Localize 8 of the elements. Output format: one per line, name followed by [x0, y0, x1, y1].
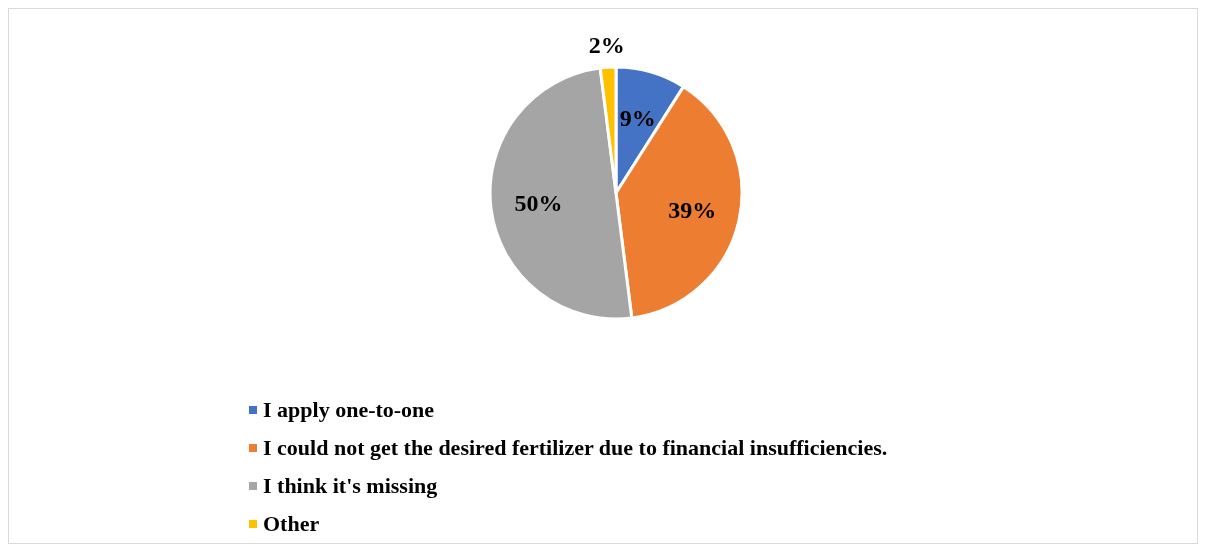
legend-label: Other — [263, 511, 320, 537]
legend-label: I apply one-to-one — [263, 397, 435, 423]
data-label: 39% — [668, 197, 717, 224]
data-label: 2% — [588, 32, 625, 59]
data-label: 50% — [514, 189, 563, 216]
legend-label: I think it's missing — [263, 473, 438, 499]
legend-label: I could not get the desired fertilizer due to financial insufficiencies. — [263, 435, 888, 461]
data-label: 9% — [619, 104, 656, 131]
